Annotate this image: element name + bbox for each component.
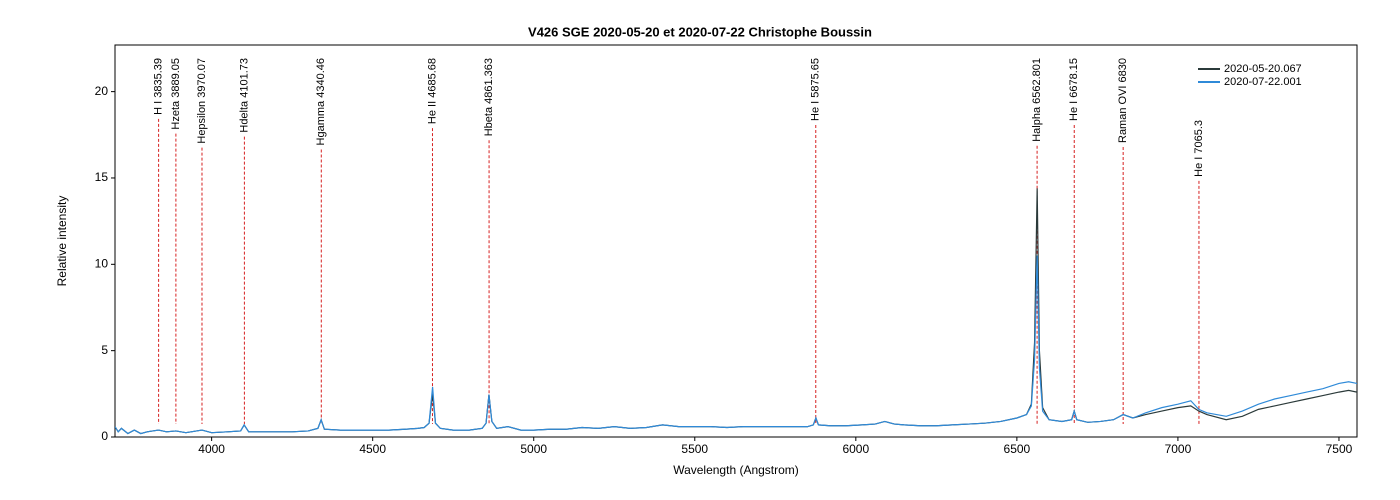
y-tick-label: 10 (95, 256, 109, 270)
y-tick-label: 0 (101, 429, 108, 443)
annotation-label: He II 4685.68 (426, 58, 438, 124)
annotation-label: Hepsilon 3970.07 (196, 58, 208, 144)
annotation-label: H I 3835.39 (153, 58, 165, 115)
y-axis-label: Relative intensity (55, 196, 69, 287)
x-tick-label: 4000 (198, 442, 225, 456)
x-tick-label: 7500 (1326, 442, 1353, 456)
annotation-label: He I 7065.3 (1193, 120, 1205, 177)
x-tick-label: 6000 (842, 442, 869, 456)
legend-label: 2020-05-20.067 (1224, 63, 1302, 75)
plot-frame (114, 44, 1358, 438)
y-tick-label: 5 (101, 343, 108, 357)
x-tick-label: 6500 (1004, 442, 1031, 456)
annotation-label: Hdelta 4101.73 (238, 58, 250, 133)
annotation-label: Halpha 6562.801 (1031, 58, 1043, 142)
annotation-label: He I 6678.15 (1068, 58, 1080, 121)
y-tick-label: 15 (95, 170, 109, 184)
x-tick-label: 4500 (359, 442, 386, 456)
x-tick-label: 5000 (520, 442, 547, 456)
x-tick-label: 7000 (1165, 442, 1192, 456)
annotation-label: He I 5875.65 (810, 58, 822, 121)
legend-label: 2020-07-22.001 (1224, 76, 1302, 88)
y-tick-label: 20 (95, 84, 109, 98)
annotation-label: Hgamma 4340.46 (315, 58, 327, 145)
x-tick-label: 5500 (681, 442, 708, 456)
x-axis-label: Wavelength (Angstrom) (673, 463, 799, 477)
annotation-label: Raman OVI 6830 (1117, 58, 1129, 143)
annotation-label: Hzeta 3889.05 (170, 58, 182, 130)
series-group (115, 255, 1357, 435)
annotation-label: Hbeta 4861.363 (483, 58, 495, 136)
spectrum-line (115, 255, 1357, 435)
chart-title: V426 SGE 2020-05-20 et 2020-07-22 Christ… (528, 24, 872, 39)
